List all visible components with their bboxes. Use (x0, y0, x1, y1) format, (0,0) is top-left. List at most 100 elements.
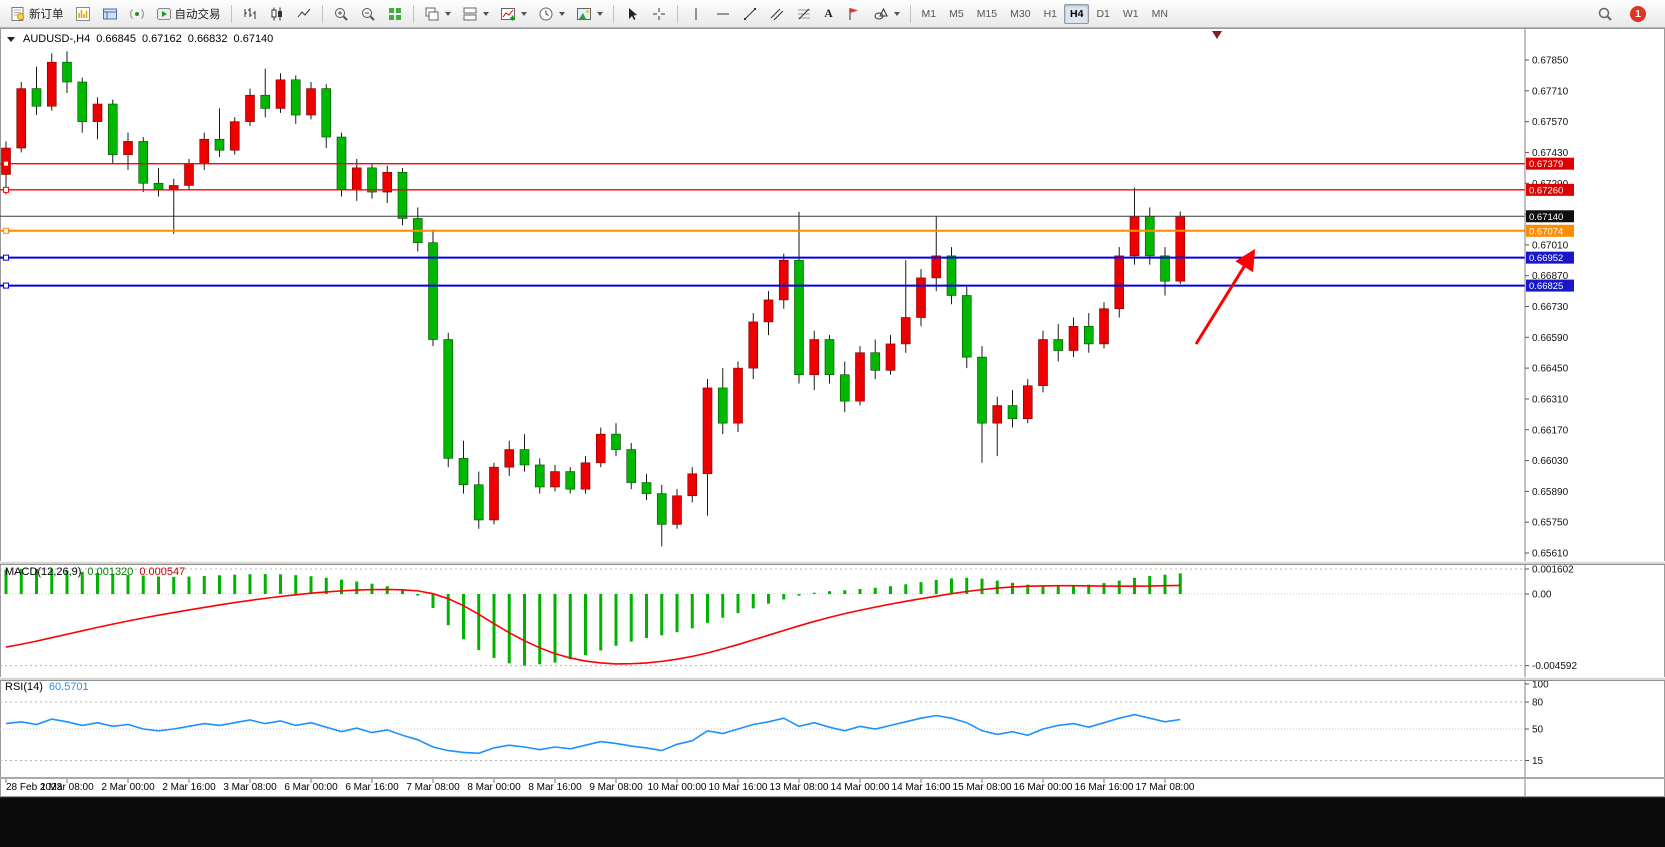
candle-bear (473, 484, 484, 521)
candle-bull (702, 387, 713, 475)
trendline-tool-button[interactable] (737, 3, 763, 25)
price-tag (1526, 210, 1574, 223)
candle-bear (1160, 255, 1170, 282)
price-tick-label: 0.67430 (1532, 148, 1569, 159)
candle-bull (580, 462, 591, 490)
fibonacci-tool-button[interactable] (791, 3, 817, 25)
chevron-down-icon (482, 11, 489, 16)
line-chart-button[interactable] (291, 3, 317, 25)
candle-bull (199, 138, 210, 164)
panel-resize-handle[interactable] (0, 677, 1665, 681)
price-tick-label: 0.66590 (1532, 333, 1569, 344)
new-order-button[interactable]: 新订单 (5, 3, 69, 25)
timeframe-d1[interactable]: D1 (1090, 4, 1115, 24)
tile-horizontal-button[interactable] (457, 3, 494, 25)
toolbar-separator (412, 4, 414, 23)
periods-button[interactable] (533, 3, 570, 25)
autotrading-button[interactable]: 自动交易 (151, 3, 226, 25)
timeframe-h4[interactable]: H4 (1064, 3, 1090, 24)
candle-bear (138, 141, 149, 184)
candle-bear (107, 103, 118, 155)
label-tool-button[interactable] (841, 3, 867, 25)
vertical-line-tool-button[interactable] (683, 3, 709, 25)
candle-bull (778, 259, 789, 301)
price-tag-label: 0.67379 (1529, 159, 1563, 170)
candle-bull (855, 352, 865, 402)
candle-bear (31, 88, 42, 107)
candle-bull (992, 405, 1003, 424)
zoom-in-button[interactable] (328, 3, 354, 25)
time-label: 7 Mar 08:00 (406, 782, 460, 793)
text-tool-icon: A (824, 7, 833, 20)
time-label: 9 Mar 08:00 (589, 782, 643, 793)
price-tick-label: 0.67570 (1532, 117, 1569, 128)
candle-bull (1068, 326, 1079, 351)
price-tick-label: 0.66170 (1532, 425, 1569, 436)
time-label: 15 Mar 08:00 (952, 782, 1012, 793)
candle-bear (656, 493, 667, 525)
horizontal-line-icon (715, 6, 731, 22)
hline-handle[interactable] (3, 282, 9, 289)
rsi-axis-label: 15 (1532, 756, 1544, 767)
notification-badge[interactable]: 1 (1630, 5, 1646, 22)
chevron-down-icon (893, 11, 900, 16)
templates-button[interactable] (571, 3, 608, 25)
horizontal-line-tool-button[interactable] (710, 3, 736, 25)
candle-bear (1053, 339, 1064, 351)
symbol-dropdown-icon[interactable] (7, 36, 15, 42)
crosshair-button[interactable] (646, 3, 672, 25)
bar-chart-button[interactable] (237, 3, 263, 25)
market-watch-icon (75, 6, 91, 22)
signals-button[interactable] (124, 3, 150, 25)
cursor-icon (624, 6, 640, 22)
timeframe-h1[interactable]: H1 (1038, 4, 1063, 24)
zoom-out-button[interactable] (355, 3, 381, 25)
search-button[interactable] (1592, 3, 1618, 25)
rsi-line (5, 713, 1181, 755)
timeframe-m30[interactable]: M30 (1004, 4, 1036, 24)
hline-handle[interactable] (3, 160, 9, 167)
timeframe-m15[interactable]: M15 (971, 4, 1003, 24)
price-tag (1526, 183, 1574, 196)
candle-bull (245, 94, 255, 122)
timeframe-mn[interactable]: MN (1146, 4, 1174, 24)
timeframe-m5[interactable]: M5 (943, 4, 970, 24)
channel-tool-button[interactable] (764, 3, 790, 25)
candle-bull (229, 121, 240, 151)
panel-resize-handle[interactable] (0, 561, 1665, 565)
text-tool-button[interactable]: A (818, 3, 840, 25)
tile-windows-button[interactable] (382, 3, 408, 25)
candle-bull (595, 433, 606, 464)
chart-shift-marker[interactable] (1212, 31, 1222, 39)
price-tick-label: 0.66870 (1532, 271, 1569, 282)
new-order-label: 新订单 (29, 8, 64, 21)
navigator-button[interactable] (97, 3, 123, 25)
new-chart-button[interactable] (495, 3, 532, 25)
timeframe-w1[interactable]: W1 (1117, 4, 1145, 24)
chevron-down-icon (596, 11, 603, 16)
time-label: 14 Mar 00:00 (830, 782, 890, 793)
price-tick-label: 0.65750 (1532, 518, 1569, 529)
hline-handle[interactable] (3, 186, 9, 193)
timeframe-m1[interactable]: M1 (916, 4, 943, 24)
timeframe-group: M1 M5 M15 M30 H1 H4 D1 W1 MN (916, 3, 1174, 24)
shapes-tool-button[interactable] (868, 3, 905, 25)
candle-bull (931, 255, 942, 279)
cursor-button[interactable] (619, 3, 645, 25)
market-watch-button[interactable] (70, 3, 96, 25)
cascade-windows-button[interactable] (419, 3, 456, 25)
rsi-value: 60.5701 (48, 681, 89, 693)
price-tag (1526, 157, 1574, 170)
time-axis[interactable]: 28 Feb 2023 1 Mar 08:00 2 Mar 00:00 2 Mar 1… (0, 779, 1665, 797)
candle-bear (1007, 405, 1018, 420)
time-label: 16 Mar 00:00 (1013, 782, 1073, 793)
candlestick-chart-button[interactable] (264, 3, 290, 25)
tile-windows-icon (387, 6, 403, 22)
hline-handle[interactable] (3, 227, 9, 234)
annotation-arrow[interactable] (1194, 248, 1256, 345)
time-label: 17 Mar 08:00 (1135, 782, 1195, 793)
label-flag-icon (846, 6, 862, 22)
candle-bear (77, 81, 88, 122)
hline-handle[interactable] (3, 254, 9, 261)
